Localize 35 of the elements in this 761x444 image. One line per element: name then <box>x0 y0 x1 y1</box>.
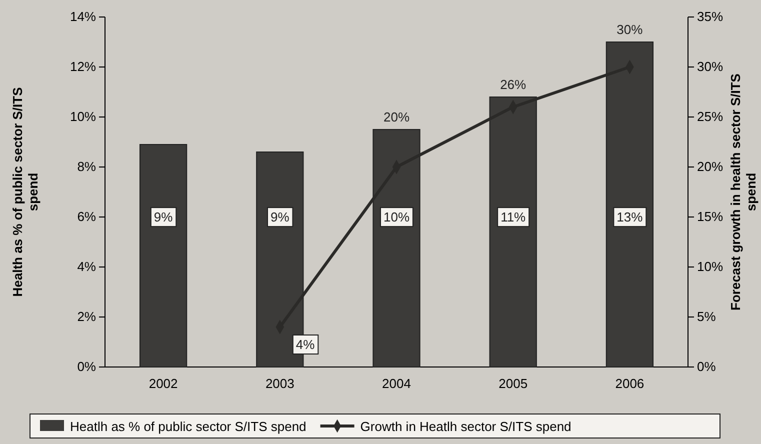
y-tick-label: 4% <box>77 259 96 274</box>
x-tick-label: 2004 <box>382 376 411 392</box>
x-tick-label: 2006 <box>615 376 644 392</box>
data-label: 11% <box>500 210 526 225</box>
data-label: 20% <box>383 110 410 124</box>
y2-tick-label: 15% <box>697 209 724 224</box>
data-label: 13% <box>616 210 644 225</box>
y-tick-label: 14% <box>70 9 96 24</box>
data-label: 30% <box>616 22 644 37</box>
data-label: 9% <box>270 210 290 225</box>
y2-tick-label: 20% <box>697 159 724 174</box>
bar <box>139 144 188 368</box>
y2-tick-label: 25% <box>697 109 724 124</box>
x-tick-label: 2003 <box>265 376 294 392</box>
y-tick-label: 10% <box>70 109 96 124</box>
x-tick-label: 2005 <box>498 376 528 392</box>
y-tick-label: 2% <box>77 309 96 324</box>
data-label: 26% <box>500 77 527 92</box>
data-label: 10% <box>383 210 410 225</box>
data-label: 9% <box>154 210 174 225</box>
y2-tick-label: 5% <box>697 309 716 324</box>
y2-tick-label: 0% <box>697 359 716 374</box>
legend-label: Heatlh as % of public sector S/ITS spend <box>70 419 306 434</box>
y-axis-title: Health as % of public sector S/ITS spend <box>10 86 41 297</box>
data-label: 4% <box>296 337 316 352</box>
y-tick-label: 8% <box>77 159 96 174</box>
y-tick-label: 0% <box>77 359 96 374</box>
y-tick-label: 12% <box>70 59 96 74</box>
legend-label: Growth in Heatlh sector S/ITS spend <box>360 419 572 434</box>
y2-axis-title: Forecast growth in health sector S/ITS spend <box>728 73 759 310</box>
x-tick-label: 2002 <box>148 376 178 392</box>
y-tick-label: 6% <box>77 209 96 224</box>
y2-tick-label: 10% <box>697 259 724 274</box>
y2-tick-label: 30% <box>697 59 724 74</box>
y2-tick-label: 35% <box>697 9 724 24</box>
